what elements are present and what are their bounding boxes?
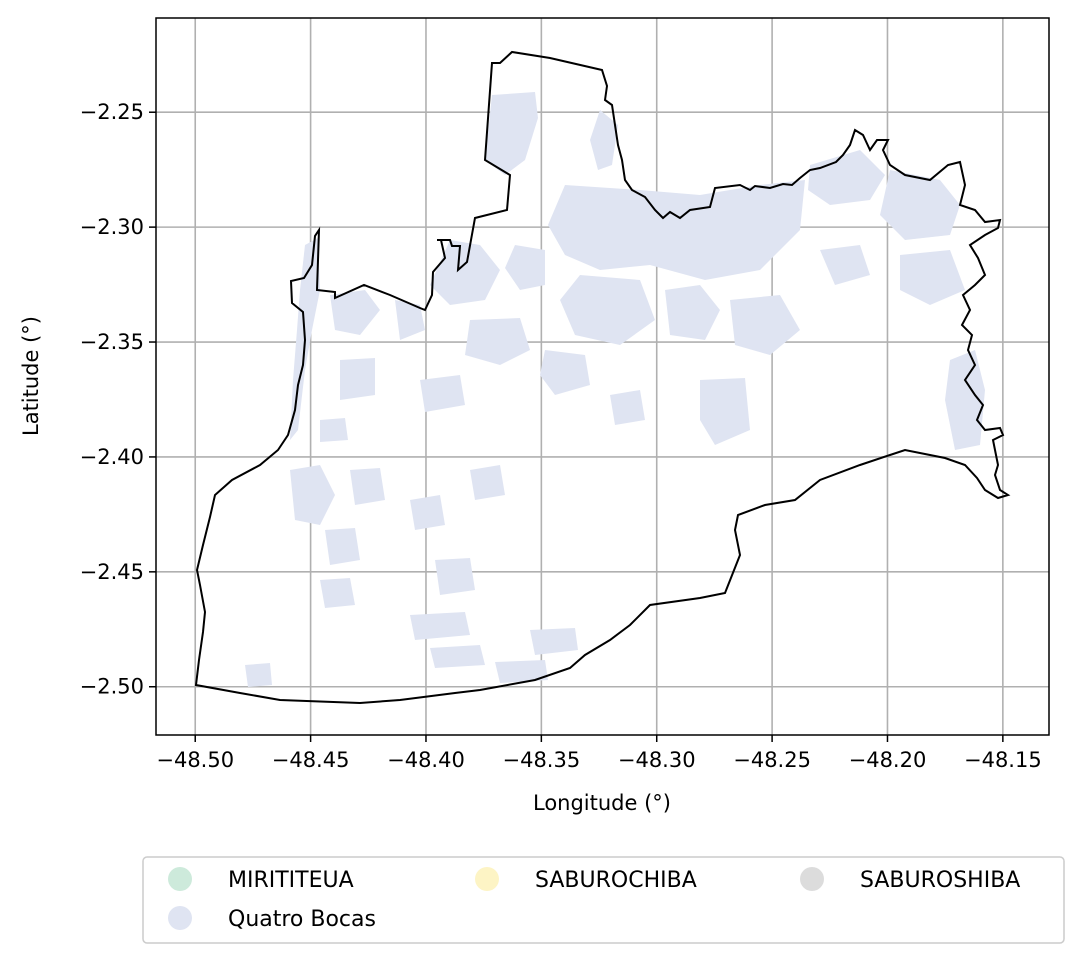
- x-tick-label: −48.35: [502, 748, 580, 772]
- land-patch: [540, 350, 590, 395]
- land-patch: [730, 295, 800, 355]
- land-patch: [245, 663, 272, 687]
- land-patch: [610, 390, 645, 425]
- y-axis-label: Latitude (°): [19, 316, 43, 436]
- x-tick-label: −48.25: [733, 748, 811, 772]
- land-patch: [320, 418, 348, 442]
- x-tick-label: −48.15: [964, 748, 1042, 772]
- x-axis-label: Longitude (°): [533, 791, 671, 815]
- land-patch: [808, 150, 885, 205]
- land-patch: [420, 375, 465, 412]
- y-tick-label: −2.45: [80, 560, 144, 584]
- land-patch: [700, 378, 750, 445]
- legend-label-miritituea: MIRITITEUA: [228, 868, 354, 893]
- axes-frame: [155, 17, 1050, 736]
- land-patch: [505, 245, 545, 290]
- land-patch: [395, 300, 425, 340]
- land-patch: [530, 628, 578, 655]
- legend-marker-saburoshiba: [800, 867, 824, 891]
- x-tick-label: −48.45: [272, 748, 350, 772]
- land-patch: [495, 660, 548, 683]
- legend: MIRITITEUA SABUROCHIBA SABUROSHIBA Quatr…: [142, 856, 1065, 944]
- legend-label-saburochiba: SABUROCHIBA: [535, 868, 697, 893]
- land-patch: [880, 170, 960, 240]
- legend-marker-miritituea: [168, 867, 192, 891]
- legend-label-saburoshiba: SABUROSHIBA: [860, 868, 1020, 893]
- x-axis-ticks: −48.50 −48.45 −48.40 −48.35 −48.30 −48.25 −48.…: [156, 735, 1042, 772]
- land-patch: [320, 578, 355, 608]
- x-tick-label: −48.30: [618, 748, 696, 772]
- land-patch: [325, 528, 360, 565]
- y-tick-label: −2.40: [80, 445, 144, 469]
- land-patch: [560, 275, 655, 345]
- land-patch: [330, 290, 380, 335]
- y-tick-label: −2.50: [80, 675, 144, 699]
- land-patch: [465, 318, 530, 365]
- land-patch: [290, 465, 335, 525]
- land-patch: [340, 358, 375, 400]
- land-patch: [590, 110, 618, 170]
- y-tick-label: −2.25: [80, 100, 144, 124]
- municipality-boundary: [194, 50, 1011, 705]
- y-tick-label: −2.35: [80, 330, 144, 354]
- land-patch: [470, 465, 505, 500]
- y-axis-ticks: −2.25 −2.30 −2.35 −2.40 −2.45 −2.50: [80, 100, 156, 699]
- x-tick-label: −48.40: [387, 748, 465, 772]
- land-patch: [430, 240, 500, 305]
- legend-marker-quatro-bocas: [168, 906, 192, 930]
- y-tick-label: −2.30: [80, 215, 144, 239]
- x-tick-label: −48.20: [849, 748, 927, 772]
- legend-marker-saburochiba: [475, 867, 499, 891]
- land-patch: [820, 245, 870, 285]
- land-patch: [430, 645, 485, 668]
- x-tick-label: −48.50: [156, 748, 234, 772]
- land-patch: [548, 180, 805, 280]
- legend-label-quatro-bocas: Quatro Bocas: [228, 907, 376, 932]
- land-patch: [945, 350, 985, 450]
- land-patch: [410, 612, 470, 640]
- land-patch: [665, 285, 720, 340]
- legend-box: [142, 856, 1065, 944]
- land-patch: [410, 495, 445, 530]
- land-patch: [900, 250, 965, 305]
- land-patch: [350, 468, 385, 505]
- land-patch: [485, 92, 538, 175]
- land-patch: [435, 558, 475, 595]
